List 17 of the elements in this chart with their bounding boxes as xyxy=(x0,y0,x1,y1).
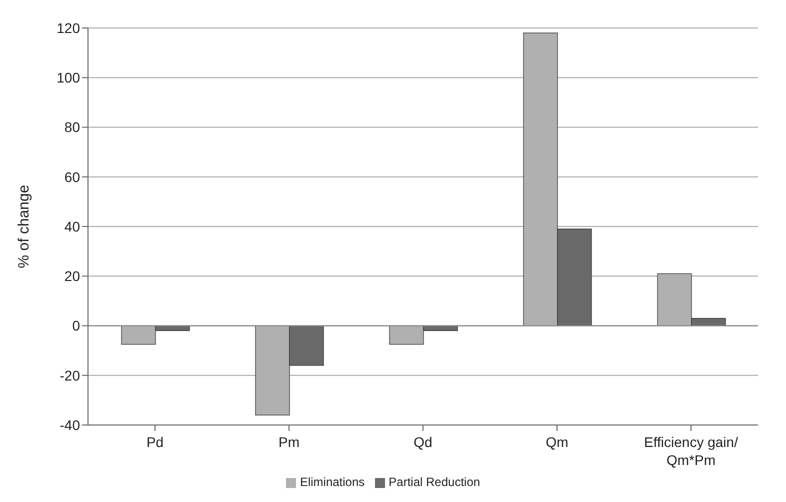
x-tick-label: Efficiency gain/ Qm*Pm xyxy=(644,434,738,468)
legend-label: Eliminations xyxy=(300,475,365,489)
x-tick-label: Pd xyxy=(146,434,164,450)
y-axis-title: % of change xyxy=(15,184,32,268)
legend-label: Partial Reduction xyxy=(388,475,480,489)
y-tick-label: -40 xyxy=(60,416,80,433)
x-tick-label: Qm xyxy=(546,434,568,450)
y-tick-label: 0 xyxy=(72,318,80,334)
y-tick-label: 80 xyxy=(64,119,80,136)
x-tick-label: Pm xyxy=(278,434,300,450)
y-tick-label: 20 xyxy=(64,268,80,284)
y-tick-label: -20 xyxy=(60,367,80,384)
y-tick-label: 120 xyxy=(56,20,80,36)
x-tick-label: Qd xyxy=(414,434,432,450)
y-tick-label: 100 xyxy=(56,70,80,86)
y-tick-label: 40 xyxy=(64,218,80,234)
y-tick-label: 60 xyxy=(64,168,80,185)
